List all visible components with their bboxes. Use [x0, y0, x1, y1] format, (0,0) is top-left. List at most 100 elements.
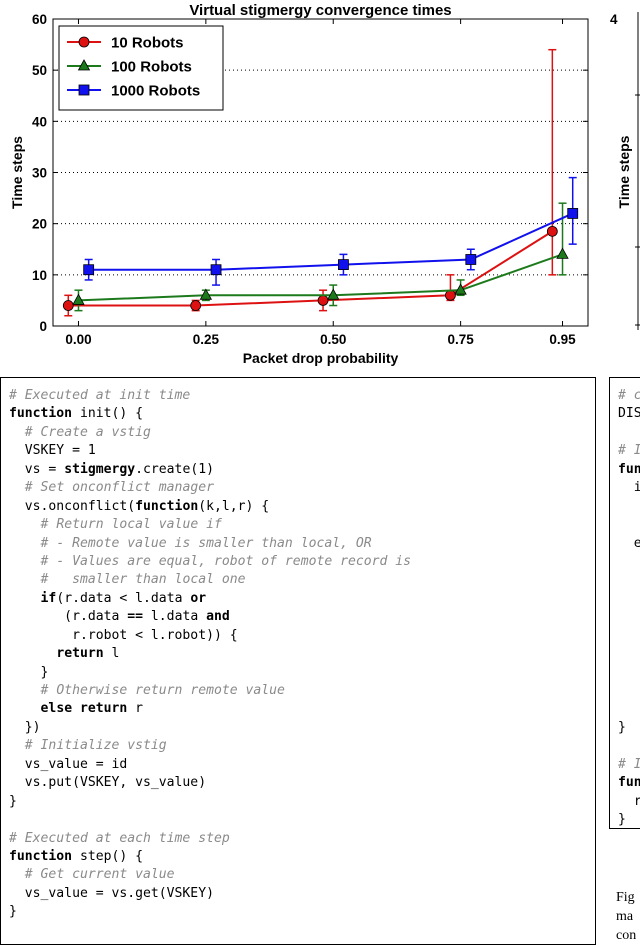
data-point: [567, 208, 579, 219]
code-comment: # I: [618, 443, 640, 459]
code-line: # Otherwise return remote value: [9, 682, 595, 700]
code-text: l: [103, 646, 120, 662]
code-text: [9, 867, 25, 882]
code-line: }: [618, 719, 640, 737]
data-point: [445, 289, 456, 301]
code-text: [9, 701, 41, 716]
code-line: fun: [618, 461, 640, 479]
chart-svg: 0 10 20 30 40 50 60 0.00 0.25 0.50 0.75 0.95 Virtual…: [9, 2, 589, 366]
code-text: vs =: [9, 461, 65, 477]
code-line: [618, 516, 640, 534]
code-line: [618, 682, 640, 700]
y-tick-label: 0: [39, 319, 47, 334]
data-point: [83, 264, 95, 276]
code-line: # Return local value if: [9, 516, 595, 534]
legend-label: 100 Robots: [111, 59, 192, 76]
code-line: # I: [618, 756, 640, 774]
code-line: return l: [9, 645, 595, 663]
y-tick-label: 40: [32, 114, 47, 129]
code-text: [9, 517, 41, 532]
x-tick-label: 0.75: [447, 332, 474, 347]
code-line: r: [618, 793, 640, 811]
code-text: (r.data < l.data: [56, 590, 191, 606]
code-text: r.robot < l.robot)) {: [9, 627, 238, 643]
adjacent-y-tick-label: 4: [610, 12, 618, 27]
code-line: fun: [618, 774, 640, 792]
y-tick-label: 60: [32, 12, 47, 27]
code-text: [9, 591, 41, 606]
code-line: # Executed at each time step: [9, 830, 595, 848]
code-line: }: [9, 793, 595, 811]
code-text: r: [618, 793, 640, 809]
code-line: vs.put(VSKEY, vs_value): [9, 774, 595, 792]
code-keyword: stigmergy: [64, 461, 136, 477]
code-keyword: return: [56, 646, 104, 662]
code-line: else return r: [9, 700, 595, 718]
code-comment: # I: [618, 756, 640, 772]
code-line: vs_value = id: [9, 756, 595, 774]
code-comment: # c: [618, 388, 640, 403]
y-tick-label: 30: [32, 166, 47, 181]
code-listing: # Executed at init time function init() {…: [0, 377, 596, 945]
code-line: }): [9, 719, 595, 737]
code-text: vs.onconflict(: [9, 498, 136, 514]
data-point: [62, 300, 74, 311]
code-text: [9, 425, 25, 440]
code-text: VSKEY = 1: [9, 443, 96, 459]
code-comment: # Create a vstig: [24, 424, 151, 440]
series-line-2: [78, 253, 563, 302]
code-line: [618, 645, 640, 663]
code-line: e: [618, 535, 640, 553]
code-text: [9, 646, 56, 661]
code-line: [618, 553, 640, 571]
legend-marker: [77, 59, 91, 71]
code-line: # - Values are equal, robot of remote re…: [9, 553, 595, 571]
adjacent-chart-fragment: 4 Time steps: [600, 0, 640, 370]
code-line: (r.data == l.data and: [9, 608, 595, 626]
code-line: vs.onconflict(function(k,l,r) {: [9, 498, 595, 516]
data-point: [72, 293, 85, 305]
y-tick-label: 10: [32, 268, 47, 283]
code-line: [9, 811, 595, 829]
x-tick-label: 0.50: [320, 332, 346, 347]
code-text: r: [127, 701, 144, 717]
code-keyword: or: [190, 590, 207, 606]
x-tick-label: 0.95: [549, 332, 576, 347]
code-line: }: [618, 811, 640, 828]
code-keyword: ==: [127, 609, 144, 625]
code-comment: # - Remote value is smaller than local, …: [40, 535, 372, 551]
code-text: }: [9, 664, 49, 680]
code-text: .create(1): [135, 461, 214, 477]
code-text: [9, 738, 25, 753]
code-text: }: [9, 793, 17, 809]
data-point: [190, 300, 202, 311]
code-text: e: [618, 535, 640, 551]
code-line: # c: [618, 387, 640, 405]
code-text: DIS: [618, 406, 640, 422]
convergence-chart: 0 10 20 30 40 50 60 0.00 0.25 0.50 0.75 0.95 Virtual…: [0, 0, 600, 370]
code-line: [618, 424, 640, 442]
code-keyword: function: [9, 848, 73, 864]
code-keyword: function: [135, 498, 199, 514]
code-keyword: fun: [618, 775, 640, 791]
code-text: i: [618, 480, 640, 496]
code-line: [618, 590, 640, 608]
code-text: (k,l,r) {: [198, 498, 270, 514]
code-line: # Get current value: [9, 866, 595, 884]
code-line: # Initialize vstig: [9, 737, 595, 755]
code-line: function step() {: [9, 848, 595, 866]
code-text: }: [9, 904, 17, 920]
code-keyword: function: [9, 406, 73, 422]
caption-fragment-1: Fig: [616, 890, 635, 905]
series-line-3: [88, 212, 574, 271]
code-line: [618, 627, 640, 645]
y-tick-label: 20: [32, 217, 47, 232]
adjacent-chart-svg: 4 Time steps: [610, 12, 640, 330]
adjacent-y-axis-label: Time steps: [616, 135, 632, 208]
caption-fragment-3: con: [616, 928, 637, 943]
code-line: # smaller than local one: [9, 571, 595, 589]
legend-label: 1000 Robots: [111, 83, 200, 100]
code-line: VSKEY = 1: [9, 442, 595, 460]
code-line: function init() {: [9, 405, 595, 423]
data-point: [338, 259, 349, 271]
